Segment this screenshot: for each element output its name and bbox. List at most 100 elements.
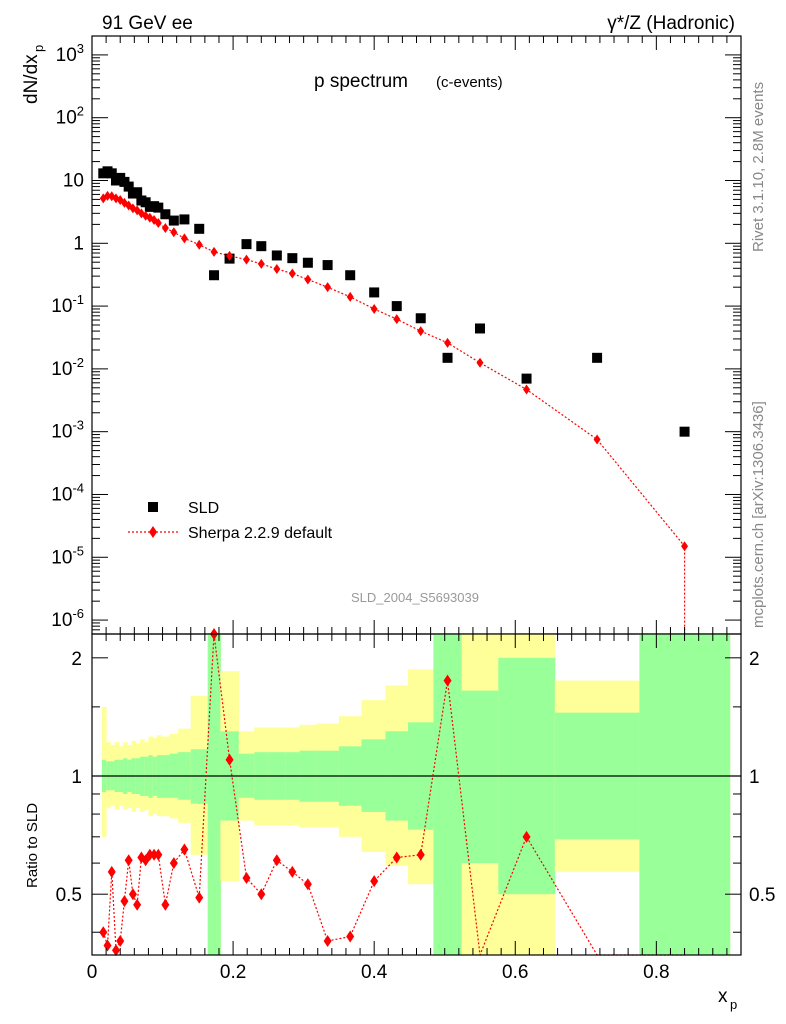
mc-marker <box>170 227 178 238</box>
watermark: SLD_2004_S5693039 <box>351 590 479 605</box>
mc-curve-layer <box>102 195 686 634</box>
inner-band-bin <box>433 634 463 955</box>
ratio-marker <box>288 865 297 878</box>
ratio-marker <box>161 898 170 911</box>
mc-marker <box>593 434 601 445</box>
ratio-axes: 0.5 0.5 1 1 2 2 0 0.2 0.4 0.6 0.8 <box>56 633 775 983</box>
ratio-marker <box>180 843 189 856</box>
ratio-y-tick-label-right: 1 <box>749 767 760 788</box>
data-point <box>415 313 426 324</box>
ratio-marker <box>346 930 355 943</box>
chart-title-suffix: (c-events) <box>436 74 503 91</box>
y-axis-label-main: dN/dx <box>21 54 42 104</box>
ratio-plot-panel: 0.5 0.5 1 1 2 2 0 0.2 0.4 0.6 0.8 <box>56 628 775 983</box>
mc-marker <box>154 218 162 229</box>
y-axis-label: dN/dx p <box>21 45 46 104</box>
x-axis-label: x <box>718 986 728 1007</box>
ratio-marker <box>128 888 137 901</box>
ratio-marker <box>522 830 531 843</box>
data-point <box>369 287 380 298</box>
mc-marker <box>104 190 112 201</box>
y-axis-label-sub: p <box>31 45 46 52</box>
data-point <box>209 270 220 281</box>
data-point <box>521 373 532 384</box>
ratio-marker <box>443 674 452 687</box>
data-point <box>241 239 252 250</box>
ratio-marker <box>392 851 401 864</box>
ratio-marker <box>154 848 163 861</box>
ratio-y-tick-label: 2 <box>71 649 82 670</box>
ratio-marker <box>195 891 204 904</box>
ratio-marker <box>225 753 234 766</box>
data-point <box>271 250 282 261</box>
ratio-y-label-group: Ratio to SLD <box>24 803 41 888</box>
ratio-y-tick-label-right: 2 <box>749 649 760 670</box>
legend-data-marker <box>148 502 158 512</box>
mc-marker <box>417 326 425 337</box>
data-point <box>106 168 117 179</box>
ratio-y-label: Ratio to SLD <box>24 803 41 888</box>
ratio-marker <box>111 944 120 957</box>
rivet-label: Rivet 3.1.10, 2.8M events <box>750 82 767 252</box>
chart-title: p spectrum <box>314 71 408 92</box>
mc-marker <box>226 250 234 261</box>
mc-marker <box>476 357 484 368</box>
mc-marker <box>681 541 689 552</box>
ratio-marker <box>116 934 125 947</box>
mc-marker <box>180 233 188 244</box>
data-point <box>287 253 298 264</box>
x-tick-label: 0.8 <box>643 962 669 983</box>
ratio-bands-layer <box>92 634 741 955</box>
y-tick-label: 10 <box>63 170 84 191</box>
legend-label-data: SLD <box>188 500 219 517</box>
inner-band-bin <box>461 690 499 864</box>
ratio-marker <box>257 888 266 901</box>
source-label-group: mcplots.cern.ch [arXiv:1306.3436] <box>750 401 767 628</box>
data-point <box>302 257 313 268</box>
x-tick-label: 0.6 <box>502 962 528 983</box>
x-axis-label-sub: p <box>730 997 737 1012</box>
mc-marker <box>346 291 354 302</box>
mc-marker <box>161 223 169 234</box>
ratio-curve-layer <box>102 633 685 956</box>
data-point <box>160 209 171 220</box>
data-point <box>256 241 267 252</box>
ratio-marker <box>99 926 108 939</box>
ratio-markers-layer <box>99 628 531 957</box>
mc-marker <box>370 303 378 314</box>
data-point <box>442 352 453 363</box>
mc-marker <box>523 384 531 395</box>
mc-marker <box>195 239 203 250</box>
ratio-marker <box>169 857 178 870</box>
x-tick-label: 0.2 <box>220 962 246 983</box>
inner-band-bin <box>207 634 221 955</box>
header-right: γ*/Z (Hadronic) <box>607 13 735 34</box>
ratio-y-tick-label: 0.5 <box>56 885 82 906</box>
mc-marker <box>257 258 265 269</box>
legend-mc-marker <box>149 526 157 538</box>
data-point <box>592 352 603 363</box>
mc-marker <box>210 246 218 257</box>
ratio-marker <box>370 875 379 888</box>
ratio-marker <box>323 934 332 947</box>
mc-curve <box>102 195 686 634</box>
data-point <box>679 426 690 437</box>
mc-marker <box>324 282 332 293</box>
mc-marker <box>273 263 281 274</box>
ratio-marker <box>303 878 312 891</box>
legend-label-mc: Sherpa 2.2.9 default <box>188 525 333 542</box>
ratio-marker <box>145 848 154 861</box>
data-point <box>179 214 190 225</box>
ratio-marker <box>150 848 159 861</box>
data-point <box>168 215 179 226</box>
ratio-marker <box>133 898 142 911</box>
data-point <box>132 187 143 198</box>
x-tick-label: 0.4 <box>361 962 388 983</box>
y-tick-label: 1 <box>73 233 84 254</box>
mc-marker <box>393 314 401 325</box>
ratio-marker <box>120 895 129 908</box>
data-point <box>153 202 164 213</box>
ratio-marker <box>272 854 281 867</box>
mc-marker <box>444 337 452 348</box>
inner-band-bin <box>639 634 731 955</box>
